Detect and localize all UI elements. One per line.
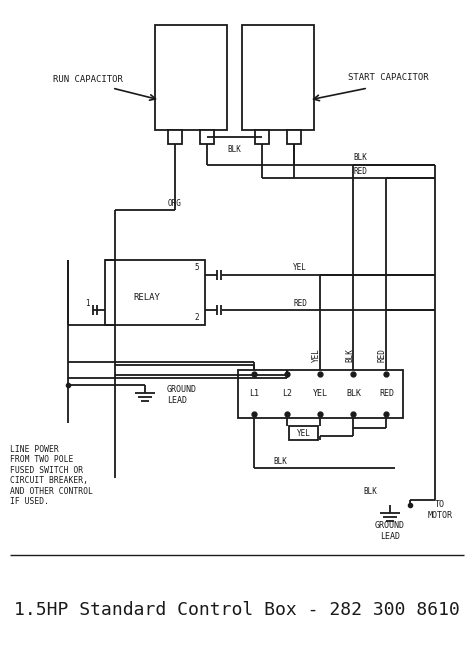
Text: RED: RED	[293, 298, 307, 308]
Text: BLK: BLK	[353, 153, 367, 163]
Bar	[200, 130, 214, 144]
Text: RED: RED	[379, 390, 394, 398]
Text: GROUND
LEAD: GROUND LEAD	[167, 386, 197, 405]
Text: YEL: YEL	[297, 428, 311, 438]
Text: BLK: BLK	[227, 145, 241, 153]
Bar	[290, 426, 319, 440]
Text: 2: 2	[195, 312, 199, 322]
Text: YEL: YEL	[312, 348, 321, 362]
Bar	[168, 130, 182, 144]
Text: RELAY: RELAY	[133, 292, 160, 302]
Text: YEL: YEL	[313, 390, 328, 398]
Text: ORG: ORG	[168, 198, 182, 208]
Text: RED: RED	[378, 348, 387, 362]
Text: 1.5HP Standard Control Box - 282 300 8610: 1.5HP Standard Control Box - 282 300 861…	[14, 601, 460, 619]
Bar	[238, 370, 403, 418]
Text: LINE POWER
FROM TWO POLE
FUSED SWITCH OR
CIRCUIT BREAKER,
AND OTHER CONTROL
IF U: LINE POWER FROM TWO POLE FUSED SWITCH OR…	[10, 445, 93, 506]
Text: TO
MOTOR: TO MOTOR	[428, 500, 453, 519]
Text: START CAPACITOR: START CAPACITOR	[348, 73, 428, 83]
Bar	[155, 25, 227, 130]
Text: YEL: YEL	[293, 264, 307, 272]
Text: RED: RED	[353, 166, 367, 176]
Text: BLK: BLK	[346, 390, 361, 398]
Bar	[105, 260, 205, 325]
Text: BLK: BLK	[363, 488, 377, 496]
Text: L1: L1	[249, 390, 259, 398]
Text: L2: L2	[283, 390, 292, 398]
Bar	[242, 25, 314, 130]
Text: RUN CAPACITOR: RUN CAPACITOR	[53, 75, 123, 85]
Text: GROUND
LEAD: GROUND LEAD	[375, 521, 405, 541]
Bar	[287, 130, 301, 144]
Text: 1: 1	[85, 298, 89, 308]
Text: BLK: BLK	[273, 456, 287, 466]
Bar	[255, 130, 269, 144]
Text: 5: 5	[195, 264, 199, 272]
Text: BLK: BLK	[345, 348, 354, 362]
